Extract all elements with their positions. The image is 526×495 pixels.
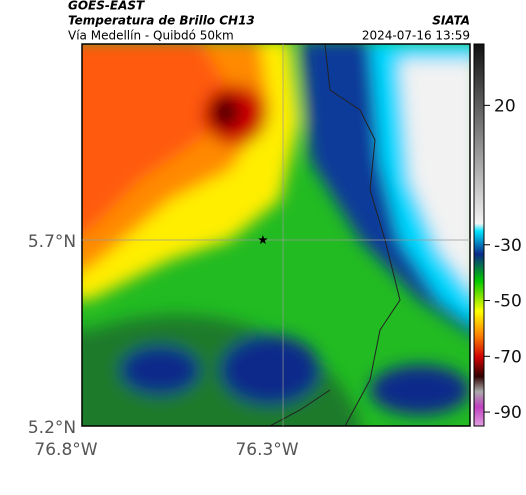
datetime: 2024-07-16 13:59 — [362, 29, 470, 43]
colorbar-tick-label: -50 — [494, 292, 522, 312]
colorbar-tick-label: 20 — [494, 96, 516, 116]
title: Temperatura de Brillo CH13 — [68, 14, 255, 28]
subtitle: Vía Medellín - Quibdó 50km — [68, 29, 234, 43]
colorbar-tick-label: -90 — [494, 403, 522, 423]
x-tick-label: 76.8°W — [34, 440, 97, 460]
map-frame — [81, 43, 471, 427]
y-tick-label: 5.7°N — [28, 232, 76, 252]
colorbar-tick-label: -30 — [494, 236, 522, 256]
source: SIATA — [432, 14, 470, 28]
x-tick-label: 76.3°W — [235, 440, 298, 460]
colorbar-tick-label: -70 — [494, 347, 522, 367]
satellite-image — [82, 44, 470, 426]
location-marker — [258, 235, 268, 245]
colorbar — [473, 43, 485, 427]
y-tick-label: 5.2°N — [28, 418, 76, 438]
satellite: GOES-EAST — [68, 0, 145, 13]
